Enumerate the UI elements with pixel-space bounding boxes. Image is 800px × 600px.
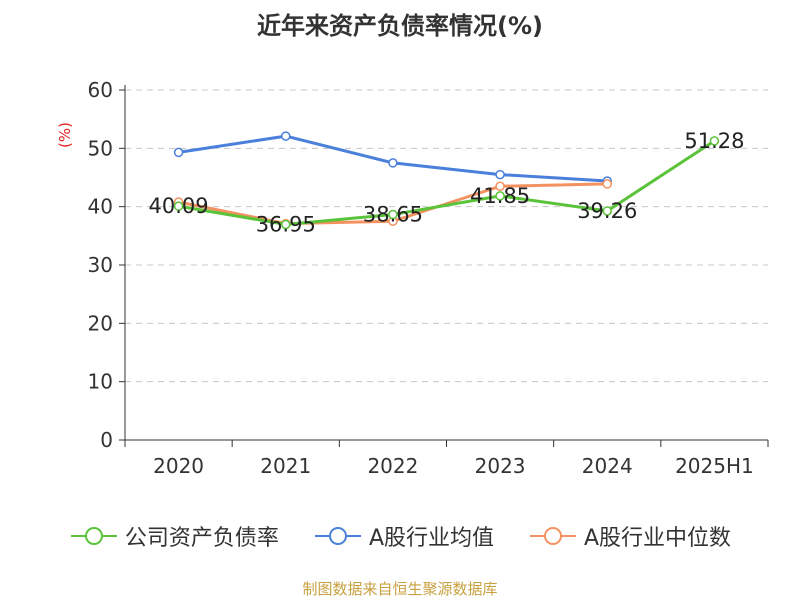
data-point: [388, 209, 398, 220]
chart-title: 近年来资产负债率情况(%): [257, 12, 543, 40]
y-tick-label: 30: [88, 253, 113, 277]
x-tick-label: 2020: [153, 454, 204, 478]
data-point: [495, 169, 505, 180]
x-tick-label: 2021: [260, 454, 311, 478]
legend-swatch-industry-median: [530, 527, 576, 545]
legend-label-company: 公司资产负债率: [124, 526, 279, 551]
data-point: [173, 147, 184, 158]
y-tick-label: 20: [88, 311, 113, 335]
x-tick-label: 2024: [582, 454, 633, 478]
y-tick-label: 0: [100, 428, 113, 452]
x-tick-label: 2025H1: [675, 454, 754, 478]
data-point: [281, 131, 291, 141]
data-point: [495, 191, 505, 201]
data-point: [709, 136, 720, 146]
source-note: 制图数据来自恒生聚源数据库: [302, 580, 498, 598]
data-label: 39.26: [577, 199, 637, 223]
data-point: [602, 206, 612, 216]
data-label: 40.09: [149, 194, 209, 218]
legend: 公司资产负债率 A股行业均值 A股行业中位数: [0, 520, 800, 552]
data-point: [281, 219, 291, 230]
y-tick-label: 60: [88, 78, 113, 102]
y-tick-label: 10: [88, 370, 113, 394]
y-tick-label: 50: [88, 136, 113, 160]
data-point: [173, 201, 184, 211]
data-label: 41.85: [470, 184, 530, 208]
x-tick-label: 2022: [367, 454, 418, 478]
x-tick-label: 2023: [475, 454, 526, 478]
data-label: 51.28: [684, 129, 744, 153]
data-label: 38.65: [363, 203, 423, 227]
legend-item-company[interactable]: 公司资产负债率: [69, 520, 279, 552]
legend-label-industry-mean: A股行业均值: [368, 526, 494, 551]
data-point: [495, 181, 505, 191]
legend-item-industry-median[interactable]: A股行业中位数: [528, 520, 731, 552]
data-label: 36.95: [256, 212, 316, 236]
legend-item-industry-mean[interactable]: A股行业均值: [313, 520, 494, 552]
legend-swatch-industry-mean: [314, 527, 361, 545]
data-point: [602, 179, 612, 189]
legend-swatch-company: [70, 527, 117, 545]
legend-label-industry-median: A股行业中位数: [584, 526, 732, 551]
data-point: [388, 158, 398, 168]
series-line: [178, 139, 716, 226]
y-tick-label: 40: [88, 195, 113, 219]
